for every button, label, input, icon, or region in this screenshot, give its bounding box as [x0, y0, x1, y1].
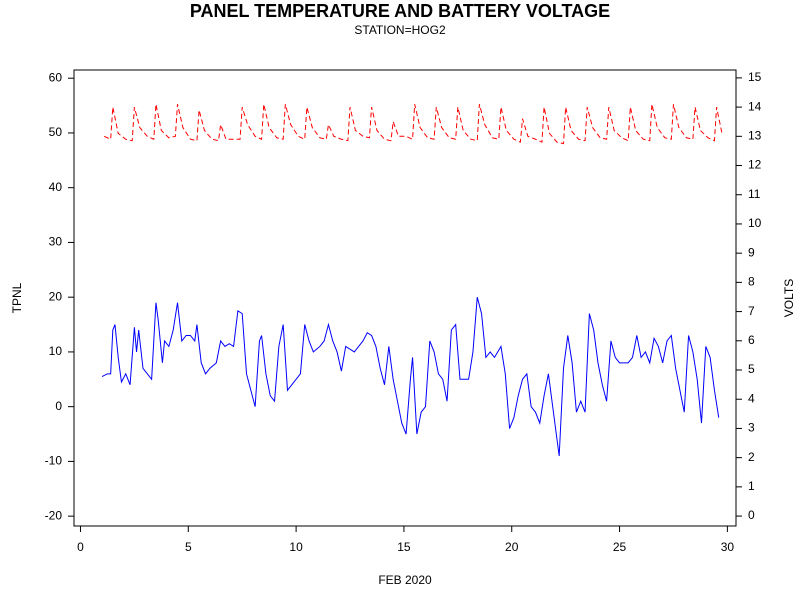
y2-tick-label: 11	[748, 187, 761, 201]
x-tick-label: 20	[505, 540, 519, 554]
x-tick-label: 10	[289, 540, 303, 554]
y-tick-label: 10	[49, 344, 63, 358]
y2-tick-label: 15	[748, 70, 762, 84]
y2-tick-label: 2	[748, 450, 755, 464]
y2-tick-label: 12	[748, 158, 762, 172]
y2-tick-label: 9	[748, 245, 755, 259]
x-tick-label: 0	[77, 540, 84, 554]
y2-tick-label: 4	[748, 391, 755, 405]
series-line	[103, 104, 723, 145]
x-tick-label: 5	[185, 540, 192, 554]
y2-tick-label: 7	[748, 304, 755, 318]
plot-frame	[73, 69, 737, 527]
chart-subtitle: STATION=HOG2	[354, 23, 446, 37]
y-tick-label: 20	[49, 289, 63, 303]
y-tick-label: 30	[49, 235, 63, 249]
y-tick-label: 60	[49, 70, 63, 84]
x-tick-label: 25	[613, 540, 627, 554]
series-line	[101, 297, 720, 456]
y2-tick-label: 8	[748, 275, 755, 289]
y-tick-label: 40	[49, 180, 63, 194]
x-axis-label: FEB 2020	[378, 573, 432, 587]
y2-tick-label: 3	[748, 421, 755, 435]
y2-tick-label: 0	[748, 508, 755, 522]
y-tick-label: 0	[55, 399, 62, 413]
y2-tick-label: 13	[748, 128, 762, 142]
y2-tick-label: 10	[748, 216, 762, 230]
x-tick-label: 30	[721, 540, 735, 554]
y-tick-label: -10	[45, 454, 63, 468]
y2-tick-label: 6	[748, 333, 755, 347]
y2-tick-label: 5	[748, 362, 755, 376]
y-axis-label: TPNL	[10, 282, 24, 313]
y2-tick-label: 1	[748, 479, 755, 493]
chart-title: PANEL TEMPERATURE AND BATTERY VOLTAGE	[190, 1, 610, 21]
y-tick-label: -20	[45, 508, 63, 522]
y-tick-label: 50	[49, 125, 63, 139]
y2-axis-label: VOLTS	[782, 279, 796, 317]
y2-tick-label: 14	[748, 99, 762, 113]
x-tick-label: 15	[397, 540, 411, 554]
